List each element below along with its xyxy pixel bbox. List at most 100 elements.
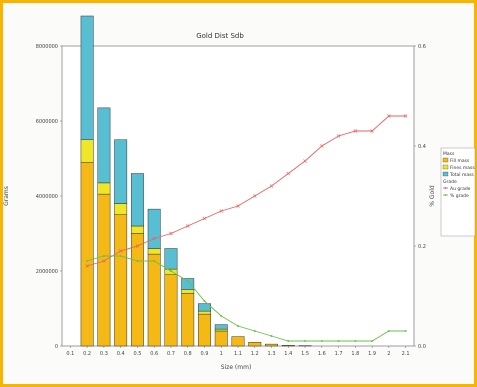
axes-group: 0.1 0.2 0.3 0.4 0.5 0.6 0.7 0.8 0.9 1 1.1 1.2 1.3 1.4…	[36, 44, 426, 357]
x-tick-label: 0.9	[200, 351, 208, 357]
bar-segment-1	[181, 293, 195, 347]
y-tick-label: 2000000	[36, 269, 58, 275]
x-tick-label: 0.8	[184, 351, 192, 357]
line-point	[287, 340, 290, 342]
bar-segment-1	[281, 345, 295, 347]
x-axis-title: Size (mm)	[221, 364, 252, 371]
y2-axis-title: % Gold	[429, 185, 436, 207]
bar-segment-1	[80, 162, 94, 347]
bar-segment-3	[130, 173, 144, 227]
x-tick-label: 2.1	[402, 351, 410, 357]
x-tick-label: 1.5	[301, 351, 309, 357]
bar-segment-1	[214, 330, 228, 347]
x-tick-label: 1.8	[351, 351, 359, 357]
line-point	[387, 114, 391, 118]
legend-label: Fines mass	[450, 165, 475, 171]
bar-segment-1	[130, 233, 144, 347]
bar-segment-2	[198, 310, 211, 315]
bar-segment-3	[164, 248, 178, 270]
line-point	[303, 159, 307, 163]
line-point	[320, 340, 323, 342]
line-point	[253, 330, 256, 332]
x-tick-label: 1.2	[251, 351, 259, 357]
x-tick-label: 0.7	[167, 351, 175, 357]
bar-segment-2	[114, 203, 128, 215]
line-point	[85, 264, 89, 268]
x-tick-label: 1.9	[368, 351, 376, 357]
x-tick-label: 1.4	[284, 351, 292, 357]
y2-tick-label: 0.6	[418, 44, 426, 50]
legend-heading: Mass	[443, 151, 455, 157]
line-point	[286, 171, 291, 176]
legend-box	[440, 147, 476, 237]
line-point	[86, 260, 89, 262]
line-point	[169, 231, 173, 236]
x-tick-label: 0.3	[100, 351, 108, 357]
y2-tick-label: 0.2	[418, 244, 426, 250]
line-point	[119, 255, 122, 257]
line-point	[387, 330, 390, 332]
legend-heading: Grade	[443, 179, 457, 185]
line-series-1	[87, 115, 406, 267]
x-tick-label: 1.3	[268, 351, 276, 357]
bar-segment-3	[181, 278, 195, 290]
line-point	[118, 249, 123, 253]
y-tick-label: 0	[55, 344, 58, 350]
bar-segment-3	[198, 303, 211, 312]
legend-swatch	[442, 171, 449, 177]
x-tick-label: 0.1	[66, 351, 74, 357]
line-point	[202, 216, 207, 221]
x-tick-label: 0.2	[83, 351, 91, 357]
bar-segment-2	[80, 139, 94, 163]
x-tick-label: 0.6	[150, 351, 158, 357]
legend-label: Fill mass	[450, 158, 470, 164]
line-point	[169, 270, 172, 272]
y-tick-label: 4000000	[36, 194, 58, 200]
line-point	[253, 194, 257, 198]
y2-tick-label: 0.4	[418, 144, 426, 150]
x-tick-label: 0.4	[117, 351, 125, 357]
bar-segment-2	[97, 182, 111, 195]
bar-segment-2	[147, 248, 161, 255]
line-point	[353, 129, 358, 133]
x-tick-label: 1.7	[335, 351, 343, 357]
line-point	[336, 134, 341, 138]
bar-segment-1	[147, 253, 161, 347]
bar-segment-3	[114, 139, 128, 204]
chart-title: Gold Dist Sdb	[196, 32, 244, 40]
line-point	[102, 255, 105, 257]
y-tick-label: 6000000	[36, 119, 58, 125]
line-point	[136, 260, 139, 262]
line-point	[337, 340, 340, 342]
line-point	[153, 260, 156, 262]
bar-segment-1	[114, 214, 128, 347]
line-point	[403, 114, 408, 118]
bar-segment-3	[147, 208, 161, 249]
line-point	[320, 144, 324, 148]
bar-segment-3	[214, 324, 228, 330]
line-point	[102, 259, 106, 263]
bars-group	[80, 15, 312, 347]
line-point	[304, 340, 307, 342]
lines-group	[85, 114, 408, 342]
y2-tick-label: 0.0	[418, 344, 426, 350]
bar-segment-1	[198, 313, 211, 347]
legend-marker	[444, 187, 447, 189]
bar-segment-2	[130, 225, 144, 234]
legend-marker	[444, 194, 447, 196]
line-point	[152, 236, 156, 241]
line-point	[185, 224, 190, 228]
bar-segment-3	[80, 15, 94, 140]
line-point	[354, 340, 357, 342]
line-point	[220, 315, 223, 317]
bar-segment-2	[181, 289, 195, 294]
bar-segment-1	[265, 343, 278, 347]
bar-segment-3	[97, 107, 111, 184]
bar-segment-1	[231, 336, 245, 347]
line-point	[370, 129, 374, 133]
line-point	[371, 340, 374, 342]
x-tick-label: 1	[220, 351, 223, 357]
line-point	[269, 184, 274, 188]
